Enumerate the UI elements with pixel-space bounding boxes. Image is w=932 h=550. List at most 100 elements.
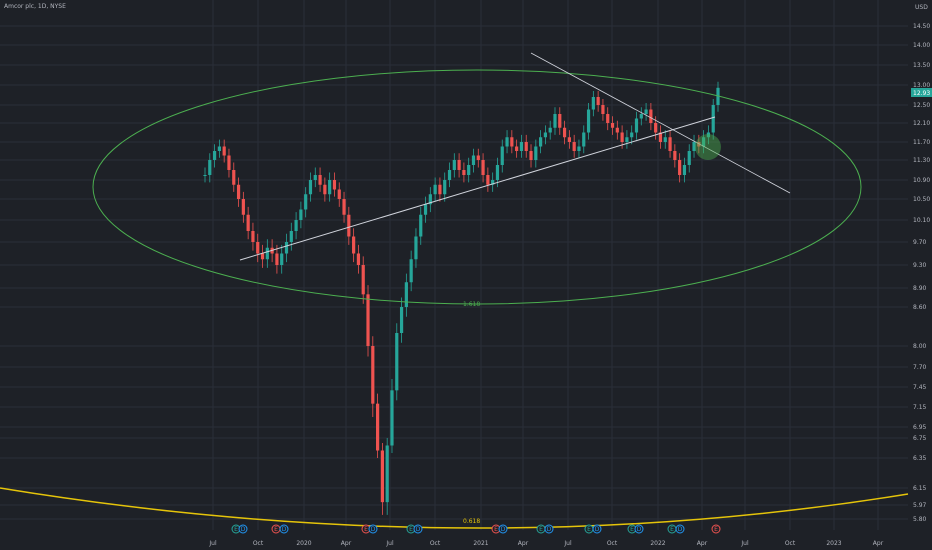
- price-tick-label: 8.90: [913, 285, 927, 292]
- price-tick-label: 5.97: [913, 502, 927, 509]
- candle-body: [543, 132, 548, 138]
- candle-body: [654, 123, 658, 133]
- candle-body: [697, 142, 701, 147]
- candle-body: [246, 214, 250, 231]
- dividend-icon[interactable]: [413, 524, 423, 534]
- candle-body: [471, 155, 476, 165]
- candle-body: [673, 151, 677, 160]
- chart-title: Amcor plc, 1D, NYSE: [4, 3, 66, 10]
- candle-body: [280, 253, 284, 265]
- price-tick-label: 12.50: [913, 102, 930, 109]
- candle-body: [260, 253, 265, 260]
- earnings-icon[interactable]: [711, 524, 721, 534]
- dividend-icon[interactable]: [675, 524, 685, 534]
- candle-body: [591, 97, 595, 110]
- candle-body: [692, 142, 696, 151]
- rising-trendline[interactable]: [239, 116, 716, 261]
- earnings-marker-label: E: [587, 526, 591, 533]
- time-tick-label: Jul: [208, 540, 217, 547]
- candle-body: [404, 282, 408, 307]
- price-tick-label: 6.95: [913, 424, 927, 431]
- candle-body: [356, 253, 361, 265]
- candle-body: [515, 146, 519, 151]
- candle-body: [682, 165, 687, 175]
- candle-body: [423, 204, 428, 215]
- candle-body: [625, 137, 629, 142]
- candle-body: [385, 445, 389, 503]
- candle-body: [284, 242, 289, 254]
- candle-body: [553, 114, 557, 128]
- candle-body: [577, 146, 581, 151]
- time-tick-label: Jul: [740, 540, 749, 547]
- dividend-marker-label: D: [371, 526, 376, 533]
- candle-body: [232, 170, 236, 185]
- candle-body: [217, 146, 221, 151]
- chart-grid: [0, 0, 908, 530]
- candle-body: [558, 114, 562, 128]
- candle-body: [308, 180, 313, 195]
- candle-body: [289, 231, 293, 242]
- time-tick-label: Apr: [341, 540, 352, 547]
- dividend-icon[interactable]: [279, 524, 289, 534]
- fib-label-1618: 1.618: [463, 301, 480, 308]
- fib-ellipse-1618[interactable]: [92, 69, 862, 305]
- candle-body: [361, 265, 365, 295]
- last-price-value: 12.93: [913, 90, 930, 97]
- candle-body: [644, 109, 648, 114]
- candle-body: [615, 127, 619, 133]
- dividend-marker-label: D: [501, 526, 506, 533]
- dividend-icon[interactable]: [544, 524, 554, 534]
- candle-body: [318, 175, 322, 185]
- candle-body: [467, 165, 471, 175]
- dividend-marker-label: D: [637, 526, 642, 533]
- candle-body: [548, 127, 552, 133]
- candle-body: [529, 151, 533, 160]
- time-tick-label: Oct: [785, 540, 796, 547]
- candle-body: [428, 194, 432, 205]
- candle-body: [265, 247, 269, 260]
- price-tick-label: 8.60: [913, 304, 927, 311]
- candle-body: [323, 184, 327, 195]
- time-tick-label: Oct: [607, 540, 618, 547]
- fib-arc-0618[interactable]: [0, 487, 909, 529]
- candle-body: [658, 132, 663, 142]
- price-tick-label: 10.90: [913, 177, 930, 184]
- dividend-icon[interactable]: [634, 524, 644, 534]
- candle-body: [634, 118, 639, 133]
- candle-body: [582, 132, 586, 147]
- dividend-marker-label: D: [547, 526, 552, 533]
- candle-body: [208, 160, 212, 175]
- earnings-marker-label: E: [539, 526, 543, 533]
- candle-body: [241, 199, 245, 215]
- dividend-icon[interactable]: [592, 524, 602, 534]
- candle-body: [491, 180, 495, 185]
- price-tick-label: 6.15: [913, 485, 927, 492]
- candle-body: [495, 165, 500, 180]
- earnings-marker-label: E: [409, 526, 413, 533]
- candle-body: [702, 137, 706, 147]
- price-tick-label: 9.70: [913, 239, 927, 246]
- candle-body: [227, 155, 231, 170]
- candle-body: [524, 142, 528, 151]
- dividend-icon[interactable]: [238, 524, 248, 534]
- dividend-marker-label: D: [595, 526, 600, 533]
- candle-body: [562, 127, 567, 138]
- price-axis[interactable]: 14.50 14.00 13.50 13.00 12.50 12.10 11.70 11.30…: [913, 23, 930, 523]
- time-tick-label: 2022: [650, 540, 665, 547]
- time-tick-label: Apr: [873, 540, 884, 547]
- time-tick-label: Oct: [430, 540, 441, 547]
- candle-body: [371, 346, 375, 404]
- earnings-marker-label: E: [494, 526, 498, 533]
- candle-body: [505, 137, 509, 147]
- time-axis[interactable]: Jul Oct 2020 Apr Jul Oct 2021 Apr Jul Oct 2022 Apr J…: [208, 540, 883, 547]
- falling-trendline[interactable]: [530, 52, 791, 194]
- dividend-icon[interactable]: [368, 524, 378, 534]
- candle-body: [639, 114, 643, 119]
- candle-body: [596, 97, 600, 105]
- candle-body: [375, 403, 380, 451]
- price-tick-label: 11.30: [913, 157, 930, 164]
- candle-body: [481, 160, 485, 175]
- candle-body: [304, 194, 308, 210]
- dividend-icon[interactable]: [498, 524, 508, 534]
